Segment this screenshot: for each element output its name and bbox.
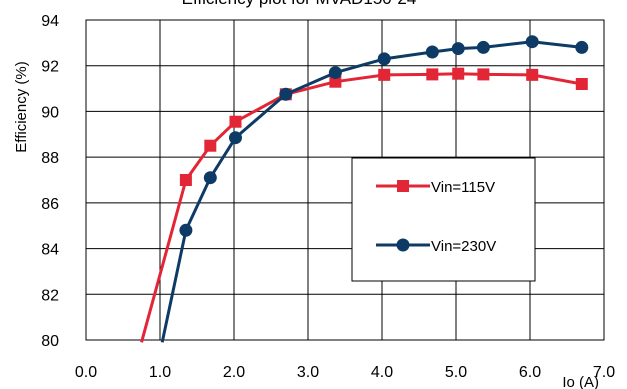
y-tick-label: 88 [41,150,59,167]
x-tick-label: 7.0 [593,364,615,381]
x-tick-label: 0.0 [75,364,97,381]
grid [85,19,605,341]
legend-marker [396,238,410,252]
data-point [526,68,539,81]
y-tick-label: 92 [41,59,59,76]
series-group [140,35,589,343]
x-tick-label: 6.0 [519,364,541,381]
y-tick-label: 80 [41,333,59,350]
tick-labels: 0.0 1.0 2.0 3.0 4.0 5.0 6.0 7.0 80 82 84 86 88 90 92 94 [41,13,615,381]
data-point [229,115,242,128]
x-tick-label: 5.0 [445,364,467,381]
data-point [452,67,465,80]
data-point [279,87,293,101]
data-point [525,35,539,49]
data-point [377,52,391,66]
legend-label: Vin=115V [431,179,495,196]
x-tick-label: 2.0 [223,364,245,381]
data-point [328,66,342,80]
data-point [203,171,217,185]
chart-title: Efficiency plot for MVAD150-24 [182,0,417,8]
y-tick-label: 86 [41,196,59,213]
y-tick-label: 94 [41,13,59,30]
data-point [426,68,439,81]
x-tick-label: 4.0 [371,364,393,381]
series-line [160,40,582,343]
data-point [451,42,465,56]
series-vin-115v [140,67,588,343]
data-point [329,75,342,88]
y-tick-label: 90 [41,104,59,121]
data-point [477,68,490,81]
legend-box [351,157,536,282]
legend-marker [397,180,409,192]
data-point [179,174,192,186]
plot-frame [85,19,605,341]
y-axis-label: Efficiency (%) [13,61,30,152]
data-point [228,131,242,145]
data-point [575,40,589,54]
data-point [575,78,588,90]
legend-label: Vin=230V [431,238,496,255]
data-point [476,40,490,54]
data-point [204,139,217,152]
y-tick-label: 82 [41,287,59,304]
data-point [378,68,391,81]
legend: Vin=115V Vin=230V [351,157,536,282]
data-point [179,223,193,237]
x-tick-label: 3.0 [297,364,319,381]
x-tick-label: 1.0 [149,364,171,381]
y-tick-label: 84 [41,242,59,259]
data-point [425,45,439,59]
series-vin-230v [160,35,589,343]
x-axis-label: Io (A) [562,374,599,389]
